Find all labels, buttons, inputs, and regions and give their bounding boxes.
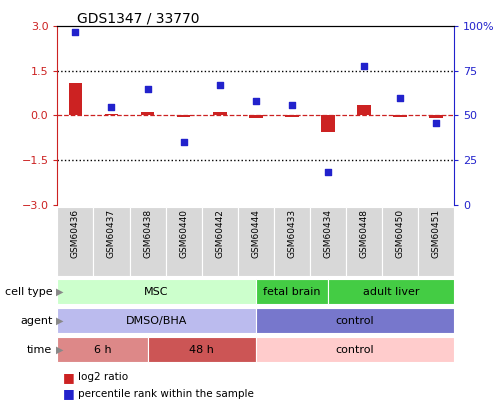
Bar [68,83,82,115]
Bar [255,308,454,333]
Bar [255,337,454,362]
Bar [57,279,255,304]
Bar [130,207,166,276]
Point [432,119,440,126]
Text: percentile rank within the sample: percentile rank within the sample [78,389,254,399]
Text: GDS1347 / 33770: GDS1347 / 33770 [77,11,200,25]
Bar [321,115,335,132]
Bar [166,207,202,276]
Text: GSM60438: GSM60438 [143,209,152,258]
Text: ▶: ▶ [56,345,63,355]
Text: GSM60434: GSM60434 [323,209,332,258]
Text: DMSO/BHA: DMSO/BHA [126,315,187,326]
Point [360,62,368,69]
Bar [93,207,130,276]
Bar [328,279,454,304]
Bar [57,337,148,362]
Bar [357,105,371,115]
Text: ■: ■ [62,387,74,400]
Bar [105,114,118,115]
Text: GSM60437: GSM60437 [107,209,116,258]
Text: adult liver: adult liver [363,286,419,296]
Text: MSC: MSC [144,286,169,296]
Text: GSM60442: GSM60442 [215,209,224,258]
Bar [418,207,454,276]
Bar [238,207,274,276]
Text: GSM60440: GSM60440 [179,209,188,258]
Bar [57,308,255,333]
Point [144,85,152,92]
Text: time: time [27,345,52,355]
Bar [429,115,443,118]
Text: control: control [336,315,374,326]
Bar [141,113,154,115]
Point [324,169,332,176]
Bar [346,207,382,276]
Text: GSM60444: GSM60444 [251,209,260,258]
Point [107,103,115,110]
Text: ■: ■ [62,371,74,384]
Text: log2 ratio: log2 ratio [78,373,128,382]
Point [180,139,188,145]
Text: cell type: cell type [5,286,52,296]
Bar [382,207,418,276]
Bar [255,279,328,304]
Bar [310,207,346,276]
Point [216,82,224,88]
Bar [249,115,262,118]
Bar [285,115,299,117]
Text: GSM60433: GSM60433 [287,209,296,258]
Text: 6 h: 6 h [94,345,111,355]
Text: 48 h: 48 h [189,345,214,355]
Text: ▶: ▶ [56,315,63,326]
Bar [148,337,256,362]
Point [288,102,296,108]
Text: GSM60448: GSM60448 [359,209,368,258]
Point [396,94,404,101]
Text: control: control [336,345,374,355]
Text: agent: agent [20,315,52,326]
Bar [274,207,310,276]
Text: GSM60450: GSM60450 [396,209,405,258]
Bar [393,115,407,117]
Bar [202,207,238,276]
Point [251,98,259,104]
Point [71,28,79,35]
Bar [57,207,93,276]
Text: GSM60436: GSM60436 [71,209,80,258]
Bar [177,115,191,117]
Text: GSM60451: GSM60451 [432,209,441,258]
Text: ▶: ▶ [56,286,63,296]
Text: fetal brain: fetal brain [263,286,320,296]
Bar [213,113,227,115]
